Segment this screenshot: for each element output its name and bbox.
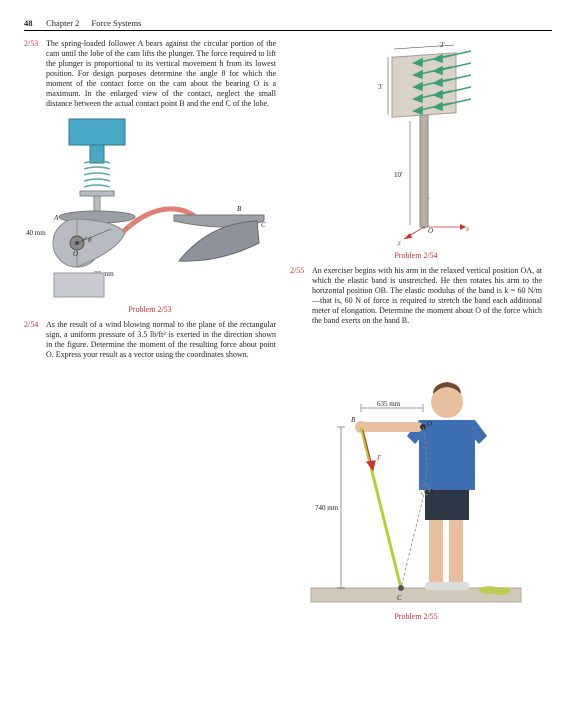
figure-255: O A B C: [290, 330, 542, 610]
figure-253: A θ O 40 mm 80 mm: [24, 113, 276, 303]
label-F: F: [376, 454, 382, 462]
label-theta: θ: [88, 236, 92, 244]
dim-740: 740 mm: [315, 504, 339, 512]
chapter-title: Force Systems: [92, 18, 142, 28]
problem-text: The spring-loaded follower A bears again…: [46, 39, 276, 109]
problem-num: 2/53: [24, 39, 46, 109]
label-O: O: [427, 420, 432, 428]
label-A: A: [428, 488, 434, 496]
label-40mm: 40 mm: [26, 229, 46, 237]
label-B: B: [351, 416, 356, 424]
figure-253-caption: Problem 2/53: [24, 305, 276, 314]
figure-254: y x z O: [290, 39, 542, 249]
label-A: A: [53, 214, 59, 222]
label-O: O: [428, 227, 433, 235]
label-O: O: [73, 250, 78, 258]
axis-x: x: [465, 225, 470, 233]
problem-253: 2/53 The spring-loaded follower A bears …: [24, 39, 276, 109]
figure-255-caption: Problem 2/55: [290, 612, 542, 621]
label-C: C: [261, 221, 266, 229]
right-column: y x z O: [290, 39, 542, 627]
problem-text: An exerciser begins with his arm in the …: [312, 266, 542, 326]
page-header: 48 Chapter 2 Force Systems: [24, 18, 552, 31]
left-column: 2/53 The spring-loaded follower A bears …: [24, 39, 276, 627]
chapter-label: Chapter 2: [46, 18, 79, 28]
page-number: 48: [24, 18, 42, 28]
dim-width: 2': [440, 41, 445, 49]
problem-255: 2/55 An exerciser begins with his arm in…: [290, 266, 542, 326]
axis-z: z: [397, 239, 401, 247]
dim-pole: 10': [394, 171, 402, 179]
problem-num: 2/55: [290, 266, 312, 326]
dim-635: 635 mm: [377, 400, 401, 408]
label-C: C: [397, 594, 402, 602]
problem-254: 2/54 As the result of a wind blowing nor…: [24, 320, 276, 360]
dim-height: 3': [378, 83, 383, 91]
figure-254-caption: Problem 2/54: [290, 251, 542, 260]
label-B: B: [237, 205, 242, 213]
problem-num: 2/54: [24, 320, 46, 360]
problem-text: As the result of a wind blowing normal t…: [46, 320, 276, 360]
